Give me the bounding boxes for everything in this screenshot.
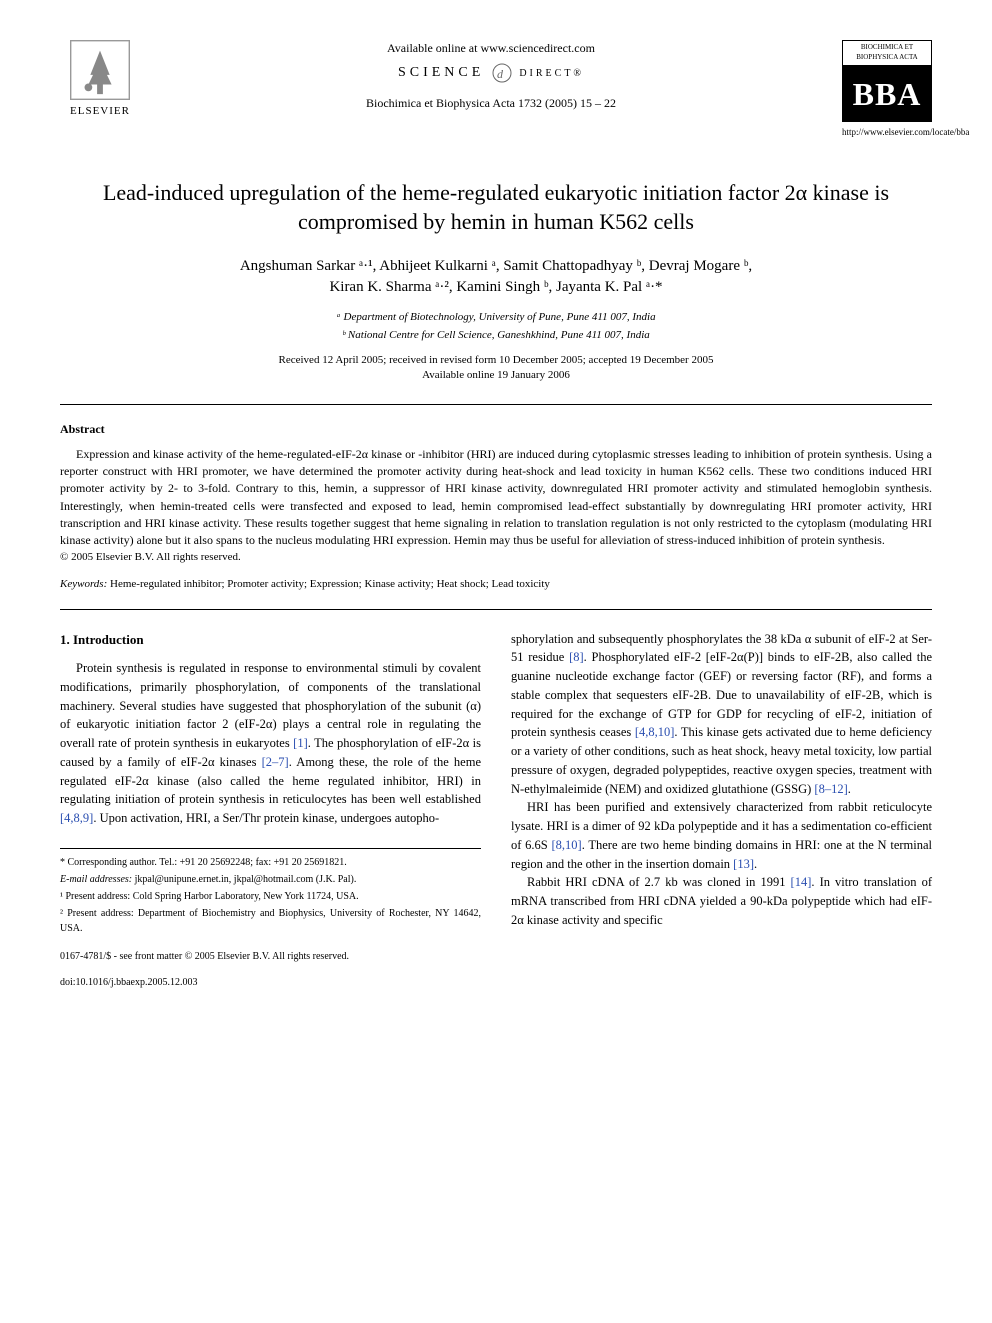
- footnote-email: E-mail addresses: jkpal@unipune.ernet.in…: [60, 872, 481, 887]
- sciencedirect-logo: SCIENCE d DIRECT®: [160, 63, 822, 83]
- footer-doi: doi:10.1016/j.bbaexp.2005.12.003: [60, 976, 932, 990]
- abstract-heading: Abstract: [60, 421, 932, 438]
- header-center: Available online at www.sciencedirect.co…: [140, 40, 842, 112]
- bba-letters: BBA: [842, 66, 932, 123]
- ref-link[interactable]: [4,8,10]: [635, 725, 675, 739]
- affiliation-b: ᵇ National Centre for Cell Science, Gane…: [60, 328, 932, 343]
- dates-received: Received 12 April 2005; received in revi…: [60, 353, 932, 368]
- right-column: sphorylation and subsequently phosphoryl…: [511, 630, 932, 938]
- bba-topline: BIOCHIMICA ET BIOPHYSICA ACTA: [842, 40, 932, 66]
- authors-block: Angshuman Sarkar ᵃ·¹, Abhijeet Kulkarni …: [60, 256, 932, 298]
- abstract-text: Expression and kinase activity of the he…: [60, 446, 932, 550]
- sciencedirect-d-icon: d: [492, 63, 512, 83]
- dates-block: Received 12 April 2005; received in revi…: [60, 353, 932, 384]
- footnote-2: ² Present address: Department of Biochem…: [60, 906, 481, 936]
- authors-line-2: Kiran K. Sharma ᵃ·², Kamini Singh ᵇ, Jay…: [60, 277, 932, 298]
- ref-link[interactable]: [2–7]: [262, 755, 289, 769]
- left-column: 1. Introduction Protein synthesis is reg…: [60, 630, 481, 938]
- footer-issn: 0167-4781/$ - see front matter © 2005 El…: [60, 950, 932, 964]
- bba-logo-box: BIOCHIMICA ET BIOPHYSICA ACTA BBA http:/…: [842, 40, 932, 139]
- publisher-header: ELSEVIER Available online at www.science…: [60, 40, 932, 139]
- article-title: Lead-induced upregulation of the heme-re…: [80, 179, 912, 236]
- sciencedirect-suffix: DIRECT®: [519, 68, 584, 79]
- affiliations-block: ᵃ Department of Biotechnology, Universit…: [60, 310, 932, 343]
- footnote-email-text: jkpal@unipune.ernet.in, jkpal@hotmail.co…: [132, 874, 356, 885]
- keywords-line: Keywords: Heme-regulated inhibitor; Prom…: [60, 577, 932, 592]
- affiliation-a: ᵃ Department of Biotechnology, Universit…: [60, 310, 932, 325]
- ref-link[interactable]: [13]: [733, 857, 754, 871]
- bba-url: http://www.elsevier.com/locate/bba: [842, 126, 932, 139]
- keywords-label: Keywords:: [60, 578, 107, 590]
- elsevier-tree-icon: [70, 40, 130, 100]
- elsevier-label: ELSEVIER: [70, 104, 130, 119]
- dates-online: Available online 19 January 2006: [60, 368, 932, 383]
- available-online-text: Available online at www.sciencedirect.co…: [160, 40, 822, 57]
- ref-link[interactable]: [8,10]: [552, 838, 582, 852]
- rule-below-keywords: [60, 609, 932, 610]
- ref-link[interactable]: [8–12]: [814, 782, 847, 796]
- sciencedirect-text: SCIENCE: [398, 65, 484, 80]
- footnote-1: ¹ Present address: Cold Spring Harbor La…: [60, 889, 481, 904]
- ref-link[interactable]: [14]: [791, 875, 812, 889]
- elsevier-logo: ELSEVIER: [60, 40, 140, 119]
- svg-text:d: d: [497, 67, 507, 81]
- section-1-heading: 1. Introduction: [60, 630, 481, 650]
- body-columns: 1. Introduction Protein synthesis is reg…: [60, 630, 932, 938]
- footnotes-block: * Corresponding author. Tel.: +91 20 256…: [60, 848, 481, 936]
- ref-link[interactable]: [1]: [293, 736, 308, 750]
- intro-para-left: Protein synthesis is regulated in respon…: [60, 659, 481, 828]
- abstract-copyright: © 2005 Elsevier B.V. All rights reserved…: [60, 550, 932, 565]
- intro-para-right-2: HRI has been purified and extensively ch…: [511, 798, 932, 873]
- rule-above-abstract: [60, 404, 932, 405]
- authors-line-1: Angshuman Sarkar ᵃ·¹, Abhijeet Kulkarni …: [60, 256, 932, 277]
- journal-reference: Biochimica et Biophysica Acta 1732 (2005…: [160, 95, 822, 112]
- intro-para-right-1: sphorylation and subsequently phosphoryl…: [511, 630, 932, 799]
- keywords-text: Heme-regulated inhibitor; Promoter activ…: [107, 578, 550, 590]
- footnote-corresponding: * Corresponding author. Tel.: +91 20 256…: [60, 855, 481, 870]
- intro-para-right-3: Rabbit HRI cDNA of 2.7 kb was cloned in …: [511, 873, 932, 929]
- ref-link[interactable]: [8]: [569, 650, 584, 664]
- ref-link[interactable]: [4,8,9]: [60, 811, 93, 825]
- footnote-email-label: E-mail addresses:: [60, 874, 132, 885]
